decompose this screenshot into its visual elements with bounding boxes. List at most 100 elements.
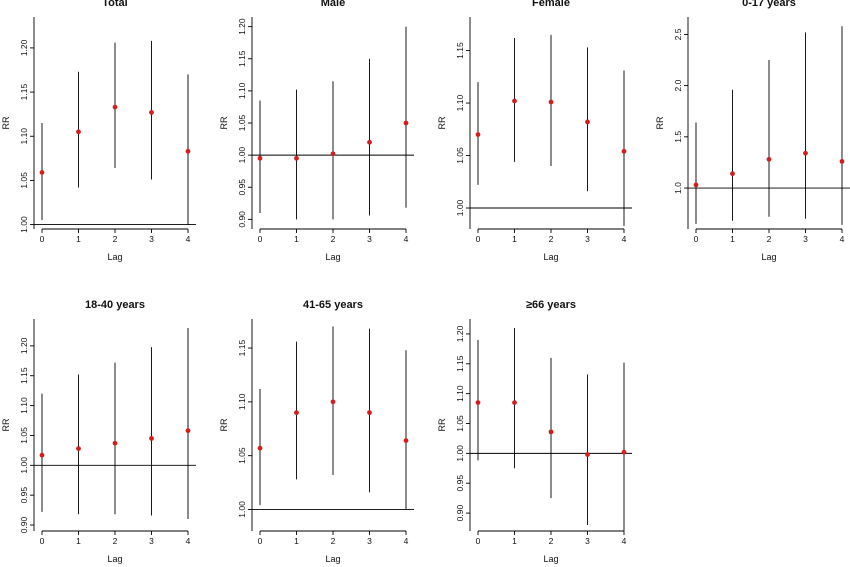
x-axis-title: Lag <box>325 554 340 564</box>
rr-point <box>403 438 409 444</box>
panel-title: 18-40 years <box>85 299 145 311</box>
y-tick-label: 2.5 <box>673 28 683 40</box>
y-tick-label: 1.05 <box>455 415 465 432</box>
x-axis-title: Lag <box>543 554 558 564</box>
y-tick-label: 1.15 <box>19 367 29 384</box>
y-tick-label: 1.00 <box>237 147 247 164</box>
x-tick-label: 1 <box>294 536 299 546</box>
x-tick-label: 2 <box>549 536 554 546</box>
x-tick-label: 0 <box>258 234 263 244</box>
x-tick-label: 1 <box>76 536 81 546</box>
rr-point <box>185 148 191 154</box>
rr-point <box>839 159 845 164</box>
x-tick-label: 3 <box>367 234 372 244</box>
rr-point <box>257 445 263 451</box>
y-tick-label: 1.15 <box>455 355 465 372</box>
y-tick-label: 1.10 <box>455 385 465 402</box>
y-tick-label: 1.5 <box>673 131 683 143</box>
x-tick-label: 1 <box>76 234 81 244</box>
y-tick-label: 1.20 <box>455 325 465 342</box>
y-axis-title: RR <box>655 116 665 129</box>
x-tick-label: 4 <box>404 536 409 546</box>
y-tick-label: 1.0 <box>673 182 683 194</box>
panel-6: ≥66 years 0.90 0.95 1.00 1.05 1.10 1.15 1.20 0 1 2… <box>437 299 632 564</box>
x-tick-label: 4 <box>622 536 627 546</box>
y-tick-label: 1.10 <box>455 95 465 112</box>
x-tick-label: 3 <box>367 536 372 546</box>
x-tick-label: 4 <box>622 234 627 244</box>
y-axis-title: RR <box>437 418 447 431</box>
y-tick-label: 1.15 <box>19 84 29 101</box>
x-tick-label: 2 <box>113 234 118 244</box>
x-tick-label: 1 <box>730 234 735 244</box>
panel-title: Male <box>321 0 345 9</box>
panel-2: Female 1.00 1.05 1.10 1.15 0 1 2 3 4 Lag RR <box>437 0 632 262</box>
y-tick-label: 1.00 <box>19 457 29 474</box>
x-tick-label: 0 <box>476 234 481 244</box>
y-tick-label: 1.15 <box>237 340 247 357</box>
rr-point <box>766 156 772 162</box>
panel-title: 0-17 years <box>742 0 796 9</box>
x-axis-title: Lag <box>107 252 122 262</box>
rr-point <box>403 120 409 126</box>
x-tick-label: 0 <box>40 234 45 244</box>
rr-point <box>475 400 481 406</box>
rr-point <box>693 182 699 188</box>
x-tick-label: 3 <box>585 536 590 546</box>
x-tick-label: 3 <box>149 536 154 546</box>
x-tick-label: 1 <box>294 234 299 244</box>
x-tick-label: 3 <box>803 234 808 244</box>
y-tick-label: 1.10 <box>237 393 247 410</box>
y-tick-label: 1.00 <box>455 199 465 216</box>
rr-point <box>257 155 263 161</box>
rr-point <box>585 119 590 125</box>
y-tick-label: 1.10 <box>237 82 247 99</box>
x-tick-label: 2 <box>331 234 336 244</box>
rr-point <box>512 400 517 406</box>
x-tick-label: 4 <box>186 536 191 546</box>
y-axis-title: RR <box>219 116 229 129</box>
x-tick-label: 1 <box>512 234 517 244</box>
y-tick-label: 0.90 <box>19 516 29 533</box>
rr-point <box>803 150 808 156</box>
y-tick-label: 2.0 <box>673 79 683 91</box>
x-tick-label: 2 <box>549 234 554 244</box>
rr-point <box>185 428 191 434</box>
rr-point <box>149 110 154 115</box>
x-tick-label: 1 <box>512 536 517 546</box>
y-tick-label: 1.05 <box>19 172 29 189</box>
rr-point <box>76 129 81 135</box>
panel-title: ≥66 years <box>526 299 576 311</box>
rr-point <box>330 151 336 157</box>
x-tick-label: 0 <box>694 234 699 244</box>
y-tick-label: 1.15 <box>455 42 465 59</box>
panel-4: 18-40 years 0.90 0.95 1.00 1.05 1.10 1.15 1.20 0… <box>1 299 196 564</box>
y-tick-label: 1.00 <box>455 445 465 462</box>
rr-point <box>39 170 45 175</box>
x-axis-title: Lag <box>543 252 558 262</box>
x-tick-label: 2 <box>767 234 772 244</box>
panel-3: 0-17 years 1.0 1.5 2.0 2.5 0 1 2 3 4 Lag RR <box>655 0 850 262</box>
panel-1: Male 0.90 0.95 1.00 1.05 1.10 1.15 1.20 0 1 2 3 4 Lag… <box>219 0 414 262</box>
y-tick-label: 1.20 <box>237 18 247 35</box>
rr-point <box>730 171 735 177</box>
panel-0: Total 1.00 1.05 1.10 1.15 1.20 0 1 2 3 4 Lag RR <box>1 0 196 262</box>
rr-point <box>475 132 481 137</box>
y-tick-label: 0.95 <box>455 475 465 492</box>
y-tick-label: 1.00 <box>19 216 29 233</box>
x-axis-title: Lag <box>107 554 122 564</box>
x-tick-label: 4 <box>186 234 191 244</box>
y-tick-label: 1.05 <box>455 147 465 164</box>
y-axis-title: RR <box>1 418 11 431</box>
x-tick-label: 4 <box>404 234 409 244</box>
x-tick-label: 4 <box>840 234 845 244</box>
rr-point <box>621 148 627 154</box>
rr-point <box>76 446 81 451</box>
rr-point <box>149 436 154 441</box>
x-tick-label: 0 <box>476 536 481 546</box>
rr-point <box>39 452 45 458</box>
rr-point <box>548 99 554 105</box>
y-tick-label: 1.15 <box>237 50 247 67</box>
rr-point <box>367 139 372 145</box>
y-axis-title: RR <box>437 116 447 129</box>
